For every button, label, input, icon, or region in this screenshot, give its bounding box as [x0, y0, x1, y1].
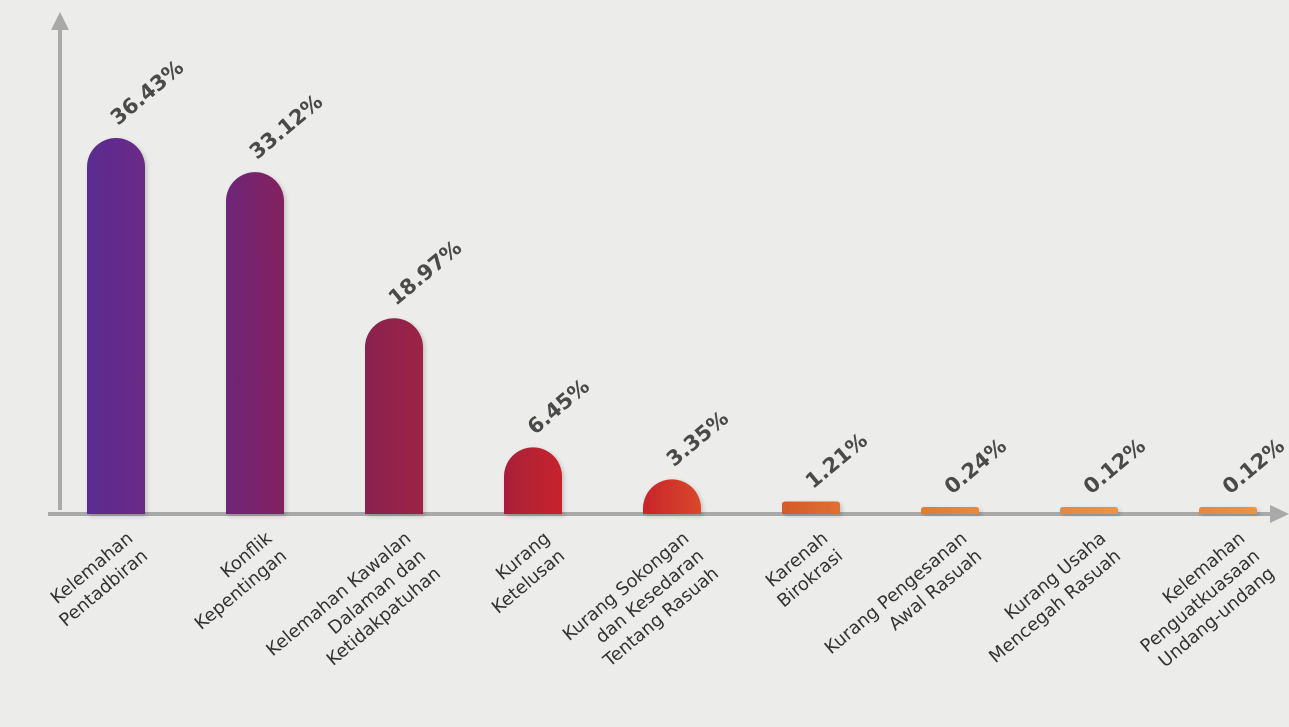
bar — [921, 507, 979, 514]
bar — [1060, 507, 1118, 514]
data-label: 0.12% — [1079, 434, 1150, 499]
bar — [365, 318, 423, 514]
category-label: Kurang PengesananAwal Rasuah — [821, 528, 986, 677]
data-label: 1.21% — [801, 428, 872, 493]
category-label: Kurang UsahaMencegah Rasuah — [970, 528, 1125, 668]
bar — [643, 479, 701, 514]
bar — [226, 172, 284, 514]
category-label: Kurang Sokongandan KesedaranTentang Rasu… — [559, 528, 723, 681]
category-label: KonflikKepentingan — [176, 527, 291, 634]
x-axis-arrow-icon — [1270, 505, 1289, 523]
category-label-line: Kurang Pengesanan — [821, 528, 971, 659]
y-axis-arrow-icon — [51, 12, 69, 30]
data-label: 0.12% — [1218, 434, 1289, 499]
category-labels: KelemahanPentadbiran KonflikKepentinganKe… — [41, 527, 1279, 696]
data-label: 0.24% — [940, 434, 1011, 499]
bar — [782, 501, 840, 514]
data-label: 36.43% — [106, 55, 188, 130]
data-label: 18.97% — [384, 235, 466, 310]
data-label: 6.45% — [523, 374, 594, 439]
category-label: Kelemahan KawalanDalaman danKetidakpatuh… — [262, 528, 444, 696]
data-label: 3.35% — [662, 406, 733, 471]
category-label: KarenahBirokrasi — [758, 528, 847, 612]
category-label: KurangKetelusan — [473, 528, 569, 618]
bars — [87, 138, 1257, 514]
bar — [87, 138, 145, 514]
category-label: KelemahanPenguatkuasaanUndang-undang — [1122, 528, 1279, 675]
bar — [504, 447, 562, 514]
data-label: 33.12% — [245, 89, 327, 164]
bar — [1199, 507, 1257, 514]
category-label: KelemahanPentadbiran — [41, 528, 152, 631]
